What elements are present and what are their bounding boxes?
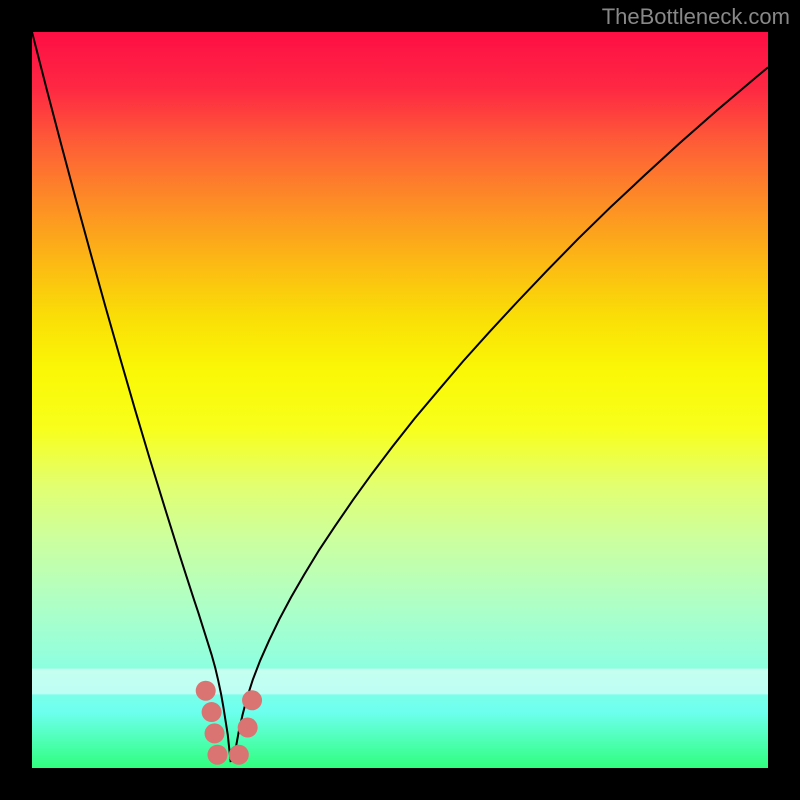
watermark-text: TheBottleneck.com <box>602 4 790 30</box>
marker-point <box>196 681 216 701</box>
marker-point <box>242 690 262 710</box>
plot-svg <box>32 32 768 768</box>
white-band <box>32 669 768 695</box>
marker-point <box>205 723 225 743</box>
marker-point <box>207 745 227 765</box>
marker-point <box>229 745 249 765</box>
plot-area <box>32 32 768 768</box>
chart-canvas: TheBottleneck.com <box>0 0 800 800</box>
marker-point <box>238 718 258 738</box>
plot-background <box>32 32 768 768</box>
marker-point <box>202 702 222 722</box>
